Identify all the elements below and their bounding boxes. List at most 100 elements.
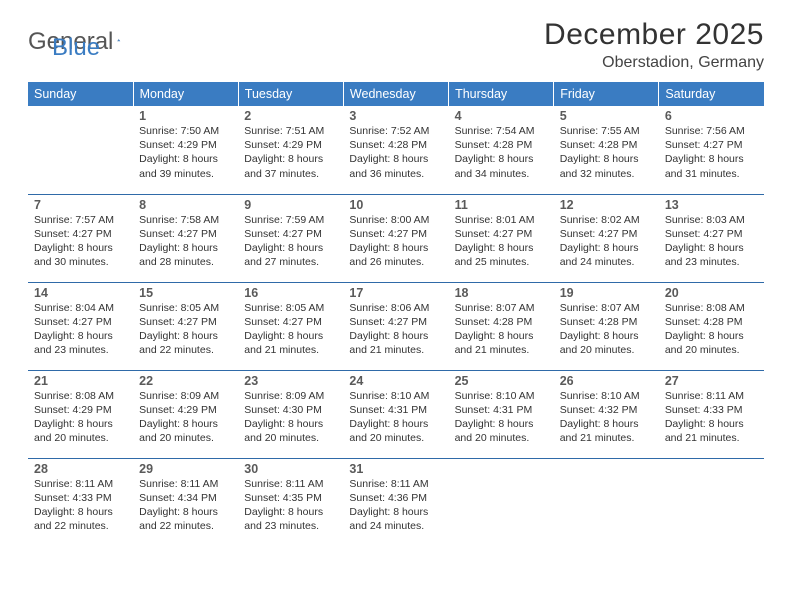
day-info: Sunrise: 7:50 AMSunset: 4:29 PMDaylight:… <box>139 124 232 181</box>
calendar-day-cell: 3Sunrise: 7:52 AMSunset: 4:28 PMDaylight… <box>343 106 448 194</box>
calendar-day-cell: 10Sunrise: 8:00 AMSunset: 4:27 PMDayligh… <box>343 194 448 282</box>
day-info: Sunrise: 8:11 AMSunset: 4:36 PMDaylight:… <box>349 477 442 534</box>
calendar-day-cell: 18Sunrise: 8:07 AMSunset: 4:28 PMDayligh… <box>449 282 554 370</box>
day-number: 24 <box>349 374 442 388</box>
day-info: Sunrise: 8:07 AMSunset: 4:28 PMDaylight:… <box>455 301 548 358</box>
day-info-line: Sunrise: 8:05 AM <box>139 301 232 315</box>
day-info-line: Sunset: 4:32 PM <box>560 403 653 417</box>
title-block: December 2025 Oberstadion, Germany <box>544 18 764 72</box>
calendar-day-cell: 26Sunrise: 8:10 AMSunset: 4:32 PMDayligh… <box>554 370 659 458</box>
day-info-line: Sunrise: 8:11 AM <box>349 477 442 491</box>
day-info-line: Daylight: 8 hours <box>665 241 758 255</box>
calendar-day-cell: 15Sunrise: 8:05 AMSunset: 4:27 PMDayligh… <box>133 282 238 370</box>
day-info-line: Daylight: 8 hours <box>139 152 232 166</box>
day-number: 30 <box>244 462 337 476</box>
day-info-line: Daylight: 8 hours <box>349 417 442 431</box>
day-info-line: Sunset: 4:27 PM <box>349 315 442 329</box>
weekday-header: Wednesday <box>343 82 448 106</box>
day-info: Sunrise: 7:51 AMSunset: 4:29 PMDaylight:… <box>244 124 337 181</box>
day-number: 23 <box>244 374 337 388</box>
day-info-line: Sunset: 4:27 PM <box>34 315 127 329</box>
calendar-day-cell: 9Sunrise: 7:59 AMSunset: 4:27 PMDaylight… <box>238 194 343 282</box>
day-info-line: Daylight: 8 hours <box>560 417 653 431</box>
calendar-day-cell <box>28 106 133 194</box>
day-info-line: and 23 minutes. <box>665 255 758 269</box>
calendar-day-cell: 29Sunrise: 8:11 AMSunset: 4:34 PMDayligh… <box>133 458 238 546</box>
day-info: Sunrise: 7:56 AMSunset: 4:27 PMDaylight:… <box>665 124 758 181</box>
day-info-line: Daylight: 8 hours <box>455 329 548 343</box>
day-info-line: Sunrise: 7:51 AM <box>244 124 337 138</box>
day-info-line: Sunset: 4:27 PM <box>349 227 442 241</box>
day-info-line: and 31 minutes. <box>665 167 758 181</box>
day-info-line: Daylight: 8 hours <box>665 417 758 431</box>
day-info: Sunrise: 7:52 AMSunset: 4:28 PMDaylight:… <box>349 124 442 181</box>
day-info-line: Sunset: 4:28 PM <box>665 315 758 329</box>
weekday-header: Friday <box>554 82 659 106</box>
day-info: Sunrise: 7:57 AMSunset: 4:27 PMDaylight:… <box>34 213 127 270</box>
day-info-line: Daylight: 8 hours <box>455 241 548 255</box>
day-info-line: Sunrise: 7:55 AM <box>560 124 653 138</box>
day-number: 16 <box>244 286 337 300</box>
day-number: 19 <box>560 286 653 300</box>
brand-part2: Blue <box>52 34 100 62</box>
day-info-line: Daylight: 8 hours <box>139 505 232 519</box>
day-info-line: Daylight: 8 hours <box>349 329 442 343</box>
day-info-line: Sunset: 4:29 PM <box>34 403 127 417</box>
day-info: Sunrise: 8:11 AMSunset: 4:33 PMDaylight:… <box>34 477 127 534</box>
day-info-line: Sunrise: 8:11 AM <box>34 477 127 491</box>
day-info: Sunrise: 8:10 AMSunset: 4:31 PMDaylight:… <box>455 389 548 446</box>
day-info-line: and 30 minutes. <box>34 255 127 269</box>
day-info-line: Sunrise: 8:11 AM <box>665 389 758 403</box>
day-info-line: Sunrise: 7:54 AM <box>455 124 548 138</box>
day-info-line: Sunset: 4:31 PM <box>349 403 442 417</box>
day-info-line: Sunrise: 8:11 AM <box>139 477 232 491</box>
day-info-line: Sunrise: 7:52 AM <box>349 124 442 138</box>
day-info-line: Sunrise: 8:08 AM <box>665 301 758 315</box>
day-info: Sunrise: 8:11 AMSunset: 4:35 PMDaylight:… <box>244 477 337 534</box>
day-info-line: Daylight: 8 hours <box>665 152 758 166</box>
calendar-day-cell: 22Sunrise: 8:09 AMSunset: 4:29 PMDayligh… <box>133 370 238 458</box>
day-info: Sunrise: 7:54 AMSunset: 4:28 PMDaylight:… <box>455 124 548 181</box>
day-info: Sunrise: 8:11 AMSunset: 4:34 PMDaylight:… <box>139 477 232 534</box>
day-number: 8 <box>139 198 232 212</box>
calendar-day-cell: 11Sunrise: 8:01 AMSunset: 4:27 PMDayligh… <box>449 194 554 282</box>
weekday-header: Saturday <box>659 82 764 106</box>
day-info-line: Sunrise: 8:01 AM <box>455 213 548 227</box>
day-info: Sunrise: 8:08 AMSunset: 4:28 PMDaylight:… <box>665 301 758 358</box>
day-info-line: Sunrise: 8:05 AM <box>244 301 337 315</box>
day-number: 13 <box>665 198 758 212</box>
day-info-line: Daylight: 8 hours <box>244 505 337 519</box>
day-info-line: Sunset: 4:33 PM <box>665 403 758 417</box>
weekday-header: Tuesday <box>238 82 343 106</box>
day-info-line: and 22 minutes. <box>139 519 232 533</box>
day-number: 28 <box>34 462 127 476</box>
day-info-line: Sunrise: 8:07 AM <box>560 301 653 315</box>
location-label: Oberstadion, Germany <box>544 54 764 72</box>
calendar-day-cell: 14Sunrise: 8:04 AMSunset: 4:27 PMDayligh… <box>28 282 133 370</box>
day-info-line: and 39 minutes. <box>139 167 232 181</box>
day-number: 11 <box>455 198 548 212</box>
day-info-line: Daylight: 8 hours <box>665 329 758 343</box>
day-info-line: Sunset: 4:28 PM <box>560 315 653 329</box>
day-info-line: and 26 minutes. <box>349 255 442 269</box>
calendar-day-cell <box>659 458 764 546</box>
day-info: Sunrise: 8:09 AMSunset: 4:30 PMDaylight:… <box>244 389 337 446</box>
calendar-head: SundayMondayTuesdayWednesdayThursdayFrid… <box>28 82 764 106</box>
day-info: Sunrise: 8:10 AMSunset: 4:32 PMDaylight:… <box>560 389 653 446</box>
day-info-line: Sunset: 4:28 PM <box>349 138 442 152</box>
day-info-line: Daylight: 8 hours <box>244 241 337 255</box>
day-number: 14 <box>34 286 127 300</box>
day-info-line: Daylight: 8 hours <box>34 241 127 255</box>
day-number: 3 <box>349 109 442 123</box>
day-info-line: Daylight: 8 hours <box>34 329 127 343</box>
day-info-line: and 22 minutes. <box>139 343 232 357</box>
day-info-line: Sunset: 4:27 PM <box>560 227 653 241</box>
day-info-line: and 28 minutes. <box>139 255 232 269</box>
calendar-day-cell: 21Sunrise: 8:08 AMSunset: 4:29 PMDayligh… <box>28 370 133 458</box>
day-info-line: Sunset: 4:27 PM <box>665 138 758 152</box>
day-info: Sunrise: 7:55 AMSunset: 4:28 PMDaylight:… <box>560 124 653 181</box>
day-number: 17 <box>349 286 442 300</box>
day-info-line: Sunset: 4:36 PM <box>349 491 442 505</box>
day-info-line: Sunrise: 7:56 AM <box>665 124 758 138</box>
weekday-header: Sunday <box>28 82 133 106</box>
